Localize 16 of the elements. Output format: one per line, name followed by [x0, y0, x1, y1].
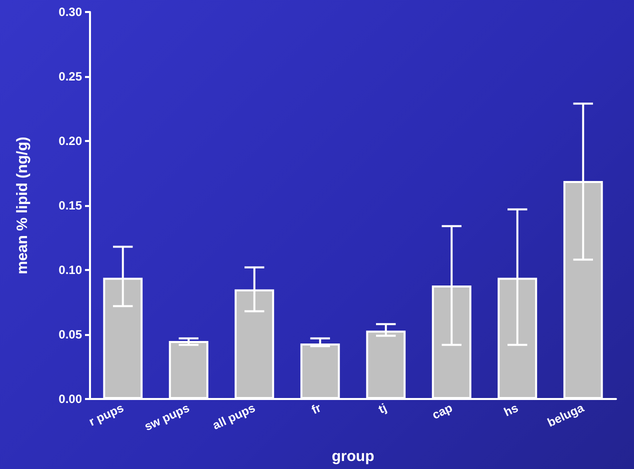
y-tick-label: 0.05	[58, 328, 82, 342]
x-tick-label: sw pups	[142, 400, 192, 434]
x-tick-label: tj	[376, 400, 389, 416]
y-tick-label: 0.30	[58, 5, 82, 19]
x-tick-label: all pups	[210, 400, 258, 432]
x-tick-label: cap	[430, 400, 455, 422]
y-tick-label: 0.00	[58, 392, 82, 406]
x-tick-label: r pups	[86, 400, 126, 429]
x-tick-label: hs	[502, 400, 521, 420]
y-axis-title: mean % lipid (ng/g)	[14, 136, 31, 274]
y-tick-label: 0.25	[58, 70, 82, 84]
y-tick-label: 0.10	[58, 263, 82, 277]
y-tick-label: 0.15	[58, 198, 82, 212]
y-tick-label: 0.20	[58, 134, 82, 148]
x-tick-label: fr	[309, 400, 324, 418]
x-axis-title: group	[332, 448, 374, 465]
